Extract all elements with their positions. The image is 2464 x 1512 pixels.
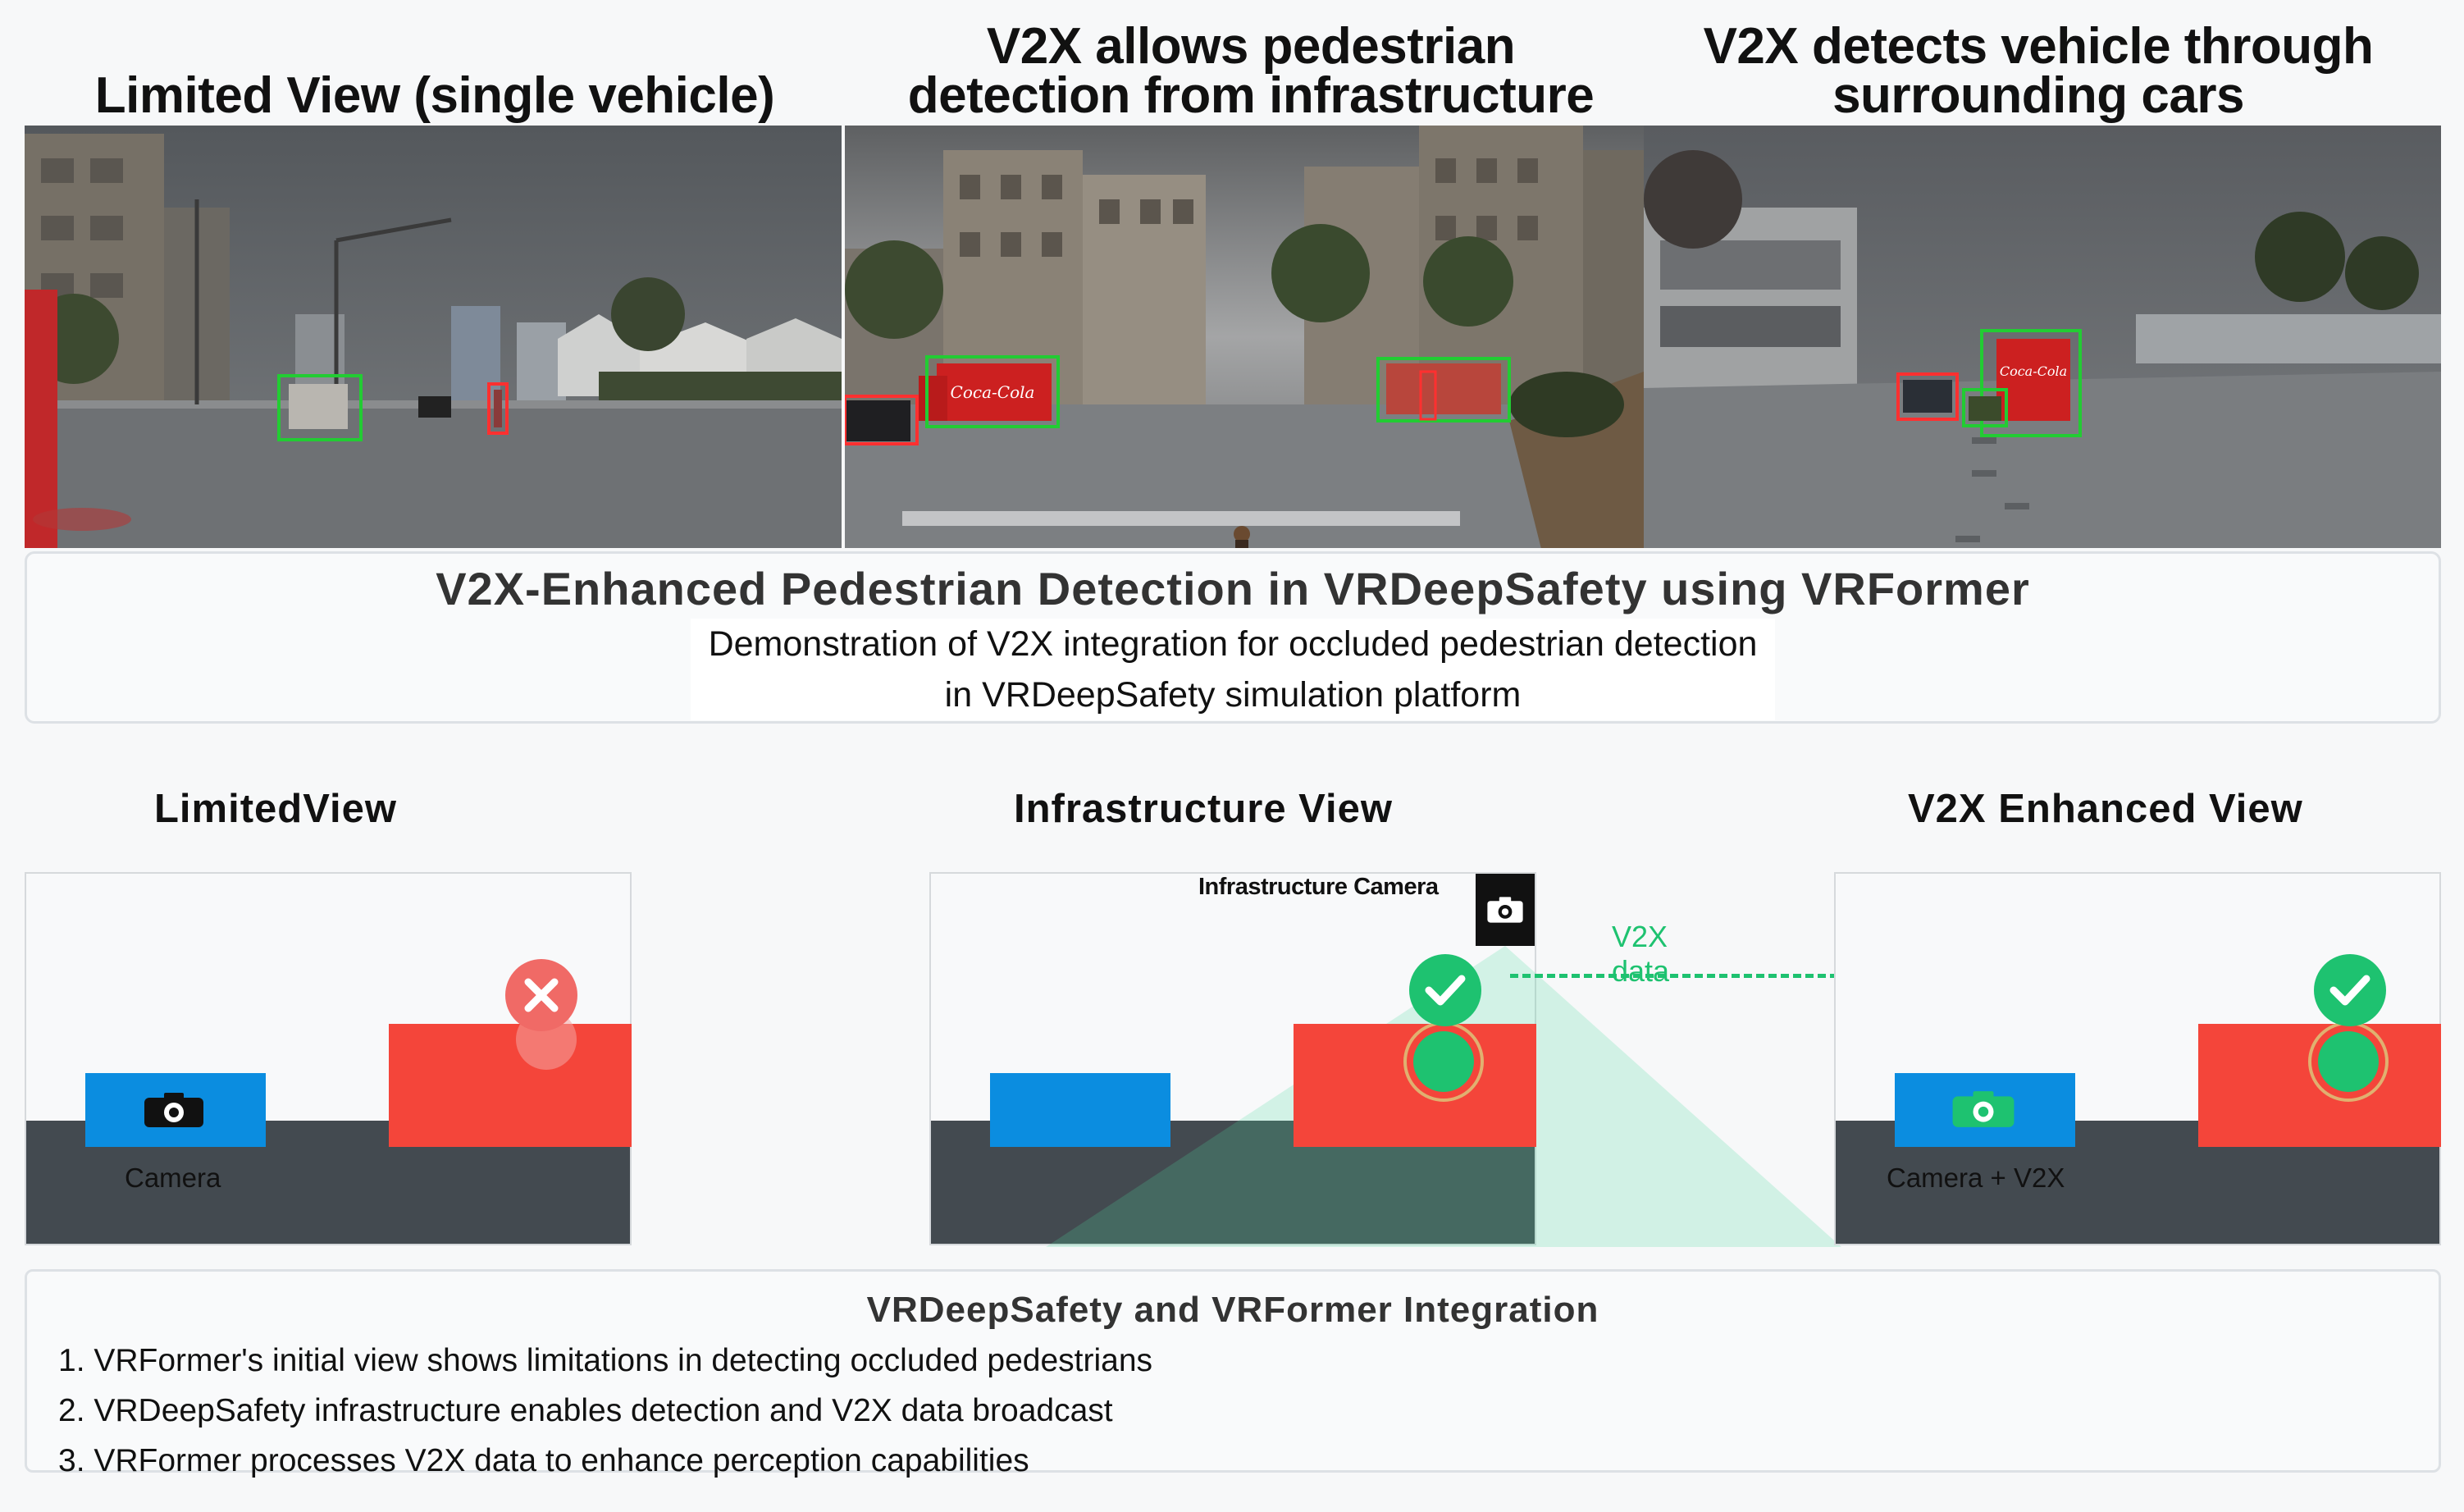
close-icon [505, 959, 577, 1031]
v2x-title-line2: surrounding cars [1832, 67, 2244, 124]
subtitle-line2: in VRDeepSafety simulation platform [944, 675, 1522, 715]
coca-cola-logo-2: Coca-Cola [2000, 363, 2067, 379]
occluding-vehicle [389, 1024, 632, 1147]
check-icon [1409, 954, 1481, 1026]
v2x-enhanced-view-label: V2X Enhanced View [1908, 787, 2303, 831]
integration-step: 2. VRDeepSafety infrastructure enables d… [58, 1393, 1113, 1428]
camera-icon [1952, 1091, 2015, 1127]
main-title: V2X-Enhanced Pedestrian Detection in VRD… [436, 563, 2030, 614]
ego-vehicle [85, 1073, 266, 1147]
limited-view-diagram: Camera [25, 872, 632, 1245]
subtitle-line1: Demonstration of V2X integration for occ… [708, 624, 1758, 664]
v2x-data-link [1510, 974, 1863, 978]
subtitle: Demonstration of V2X integration for occ… [690, 619, 1776, 720]
integration-heading: VRDeepSafety and VRFormer Integration [866, 1290, 1599, 1330]
v2x-view-title: V2X detects vehicle through surrounding … [1640, 0, 2436, 127]
integration-step: 3. VRFormer processes V2X data to enhanc… [58, 1443, 1029, 1478]
integration-steps: 1. VRFormer's initial view shows limitat… [27, 1336, 2439, 1486]
infrastructure-view-label: Infrastructure View [1014, 787, 1393, 831]
camera-v2x-label: Camera + V2X [1887, 1163, 2065, 1193]
limited-view-scene [25, 126, 842, 548]
camera-icon [1487, 897, 1523, 923]
infrastructure-camera-label: Infrastructure Camera [1198, 874, 1439, 900]
infrastructure-view-title: V2X allows pedestrian detection from inf… [845, 0, 1657, 127]
ego-vehicle [990, 1073, 1170, 1147]
coca-cola-logo: Coca-Cola [951, 382, 1035, 402]
limited-view-label: LimitedView [154, 787, 398, 831]
infrastructure-title-line2: detection from infrastructure [907, 67, 1595, 124]
v2x-enhanced-view-diagram: Camera + V2X [1834, 872, 2441, 1245]
infrastructure-view-scene: Coca-Cola [845, 126, 1644, 548]
v2x-view-scene: Coca-Cola [1644, 126, 2441, 548]
ego-vehicle [1895, 1073, 2075, 1147]
title-card: V2X-Enhanced Pedestrian Detection in VRD… [25, 551, 2441, 724]
detected-pedestrian [2318, 1031, 2379, 1092]
check-icon [2314, 954, 2386, 1026]
infrastructure-view-diagram: Infrastructure Camera V2X data [929, 872, 1863, 1247]
integration-step: 1. VRFormer's initial view shows limitat… [58, 1343, 1153, 1378]
v2x-title-line1: V2X detects vehicle through [1703, 18, 2374, 75]
integration-card: VRDeepSafety and VRFormer Integration 1.… [25, 1269, 2441, 1478]
detected-pedestrian [1413, 1031, 1474, 1092]
v2x-data-label: V2X data [1612, 920, 1670, 988]
infrastructure-title-line1: V2X allows pedestrian [986, 18, 1516, 75]
limited-view-title: Limited View (single vehicle) [25, 0, 845, 127]
infrastructure-camera [1476, 874, 1535, 946]
camera-label: Camera [125, 1163, 221, 1193]
limited-view-title-text: Limited View (single vehicle) [94, 67, 775, 124]
camera-icon [144, 1093, 203, 1127]
